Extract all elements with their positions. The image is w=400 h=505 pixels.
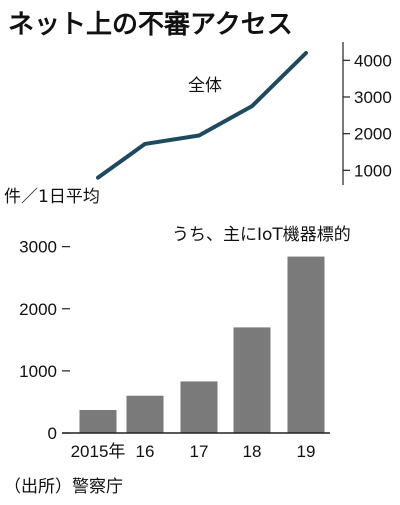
bar-series-label: うち、主にIoT機器標的 — [172, 225, 351, 245]
chart-title: ネット上の不審アクセス — [8, 10, 293, 40]
bar-x-tick-label: 19 — [297, 442, 316, 461]
bar-chart-bars — [79, 256, 325, 433]
line-chart: 1000 2000 3000 4000 全体 — [96, 42, 392, 185]
unit-label: 件／1日平均 — [4, 187, 100, 207]
bar-17 — [180, 381, 218, 433]
bar-y-tick-label: 2000 — [19, 300, 57, 319]
line-y-tick-label: 2000 — [354, 125, 392, 144]
line-y-tick-label: 1000 — [354, 161, 392, 180]
bar-x-tick-label: 2015年 — [71, 442, 126, 461]
line-series-total — [96, 51, 308, 180]
bar-chart: 0 1000 2000 3000 2015年 16 17 18 19 — [19, 238, 330, 461]
bar-x-tick-label: 17 — [190, 442, 209, 461]
line-chart-ticks: 1000 2000 3000 4000 — [343, 51, 392, 180]
line-series-label: 全体 — [188, 76, 222, 96]
bar-18 — [233, 327, 271, 433]
bar-19 — [287, 256, 325, 433]
bar-y-tick-label: 3000 — [19, 238, 57, 257]
bar-x-tick-label: 16 — [136, 442, 155, 461]
source-note: （出所）警察庁 — [4, 477, 123, 497]
bar-chart-x-labels: 2015年 16 17 18 19 — [71, 442, 316, 461]
line-series-points — [97, 52, 307, 178]
bar-x-tick-label: 18 — [243, 442, 262, 461]
bar-chart-ticks: 0 1000 2000 3000 — [19, 238, 70, 443]
bar-y-tick-label: 1000 — [19, 362, 57, 381]
line-y-tick-label: 4000 — [354, 51, 392, 70]
bar-2015年 — [79, 410, 117, 433]
line-y-tick-label: 3000 — [354, 88, 392, 107]
bar-y-tick-label: 0 — [48, 424, 57, 443]
bar-16 — [126, 395, 164, 433]
